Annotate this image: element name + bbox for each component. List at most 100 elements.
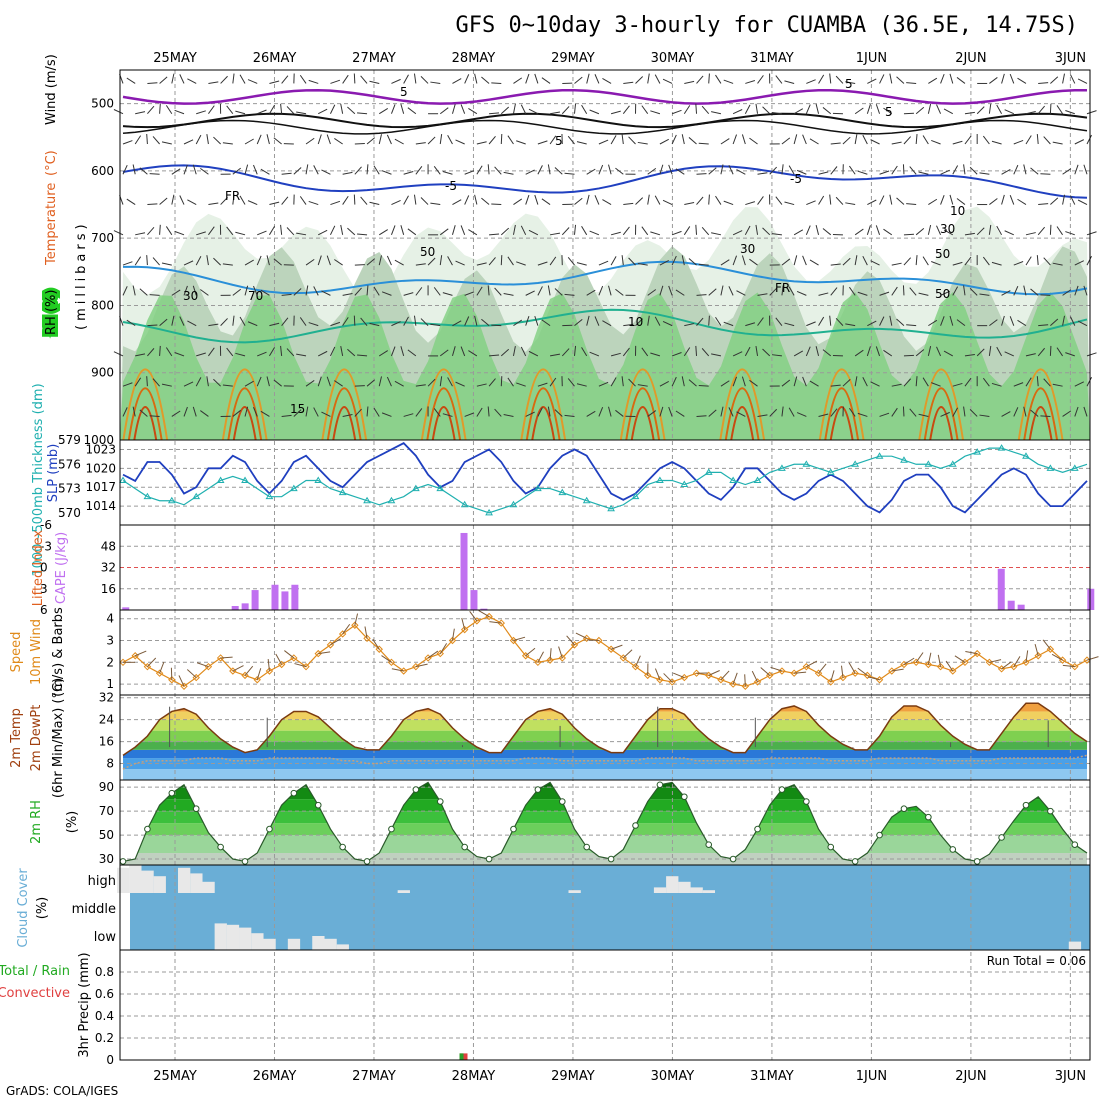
cloud-bar-low xyxy=(336,944,349,950)
wind-barb xyxy=(675,168,685,175)
wind-barb xyxy=(481,197,490,205)
wind-barb xyxy=(818,316,825,326)
wind-barb xyxy=(1004,230,1014,236)
rh-point xyxy=(1022,801,1030,809)
date-label-bottom: 1JUN xyxy=(856,1069,887,1084)
wind-barb xyxy=(516,382,526,387)
wind-barb xyxy=(659,406,664,417)
date-label-top: 28MAY xyxy=(452,51,496,66)
ytick-label: 2 xyxy=(106,655,114,669)
wind-barb xyxy=(963,164,966,175)
wind-barb xyxy=(903,136,912,145)
wind-barb xyxy=(139,167,148,175)
wind-barb xyxy=(589,351,600,357)
wind-barb xyxy=(1062,664,1075,668)
wind-barb xyxy=(822,228,832,236)
wind-barb xyxy=(403,316,409,326)
wind-barb xyxy=(1065,352,1075,357)
wind-barb xyxy=(281,317,289,326)
thickness-point xyxy=(436,484,445,492)
wind-barb xyxy=(186,669,197,678)
rh-point xyxy=(827,843,835,851)
wind-barb xyxy=(447,256,453,266)
wind-barb xyxy=(683,226,691,236)
wind-barb xyxy=(1056,105,1064,115)
wind-barb xyxy=(1074,381,1085,387)
wind-barb xyxy=(554,288,563,296)
thickness-point xyxy=(314,476,323,483)
cape-axis-label: CAPE (J/kg) xyxy=(54,532,69,604)
wind-barb xyxy=(550,111,561,115)
wind-barb xyxy=(684,201,695,206)
rh-point xyxy=(607,855,615,863)
wind-barb xyxy=(1043,378,1051,387)
wind-barb xyxy=(671,376,677,387)
wind-barb xyxy=(796,169,807,175)
wind-barb xyxy=(883,228,893,236)
wind-barb xyxy=(622,347,630,357)
wind-barb xyxy=(969,409,978,417)
wind-barb xyxy=(635,655,641,667)
contour-label: 30 xyxy=(183,289,198,303)
wind-barb xyxy=(1083,406,1088,417)
date-label-top: 29MAY xyxy=(551,51,595,66)
wind-barb xyxy=(927,224,932,235)
date-label-top: 31MAY xyxy=(750,51,794,66)
wind-barb xyxy=(340,103,344,114)
wind-barb xyxy=(982,135,990,145)
wind-barb xyxy=(330,79,341,84)
wind-barb xyxy=(360,317,368,326)
temp-contour xyxy=(1023,387,1059,441)
wind-barb xyxy=(269,201,280,206)
wind-barb xyxy=(558,646,563,659)
wind-barb xyxy=(741,134,746,145)
wind-barb xyxy=(183,164,188,175)
wind-barb xyxy=(159,103,161,114)
wind-barb xyxy=(621,376,624,387)
wind-barb xyxy=(891,286,898,296)
wind-barb xyxy=(179,195,185,205)
wind-barb xyxy=(1017,198,1027,205)
wind-barb xyxy=(196,662,209,668)
wind-barb xyxy=(147,203,158,206)
wind-barb xyxy=(688,137,697,145)
wind-barb xyxy=(659,381,669,387)
wind-barb xyxy=(671,230,682,236)
wind-barb xyxy=(134,256,142,266)
rh-bands xyxy=(123,782,1087,865)
thickness-point xyxy=(948,460,957,467)
wind-barb xyxy=(1040,415,1051,417)
wind-barb xyxy=(564,414,575,417)
wind-barb xyxy=(455,139,465,145)
wind-barb xyxy=(628,378,636,387)
wind-barb xyxy=(561,106,570,115)
wind-barb xyxy=(610,256,617,266)
cape-bar xyxy=(291,584,299,610)
wind-barb xyxy=(696,196,704,205)
wind-barb xyxy=(525,647,536,657)
rh-point xyxy=(314,801,322,809)
temp-contour xyxy=(719,368,766,441)
wind-speed-point xyxy=(143,662,152,671)
wind-barb xyxy=(165,347,173,357)
rh-point xyxy=(241,858,249,865)
wind-barb xyxy=(122,407,128,417)
wind-barb xyxy=(179,316,185,326)
wind-barb xyxy=(1001,411,1011,417)
temp-contour xyxy=(730,406,755,441)
thickness-point xyxy=(753,476,762,483)
contour-label: 5 xyxy=(845,77,853,91)
wind-barb xyxy=(870,260,880,266)
ytick-label: 0.6 xyxy=(95,987,114,1001)
wind-barb xyxy=(867,320,877,327)
wind-barb xyxy=(728,286,734,296)
wind-barb xyxy=(815,224,820,235)
wind-barb xyxy=(870,139,880,145)
wind-barb xyxy=(809,259,819,266)
wind-barb xyxy=(681,134,685,145)
wind-barb xyxy=(760,667,771,676)
wind-barb xyxy=(244,138,254,145)
wind-barb xyxy=(647,167,657,175)
wind-barb xyxy=(256,668,262,680)
wind-barb xyxy=(610,644,623,650)
